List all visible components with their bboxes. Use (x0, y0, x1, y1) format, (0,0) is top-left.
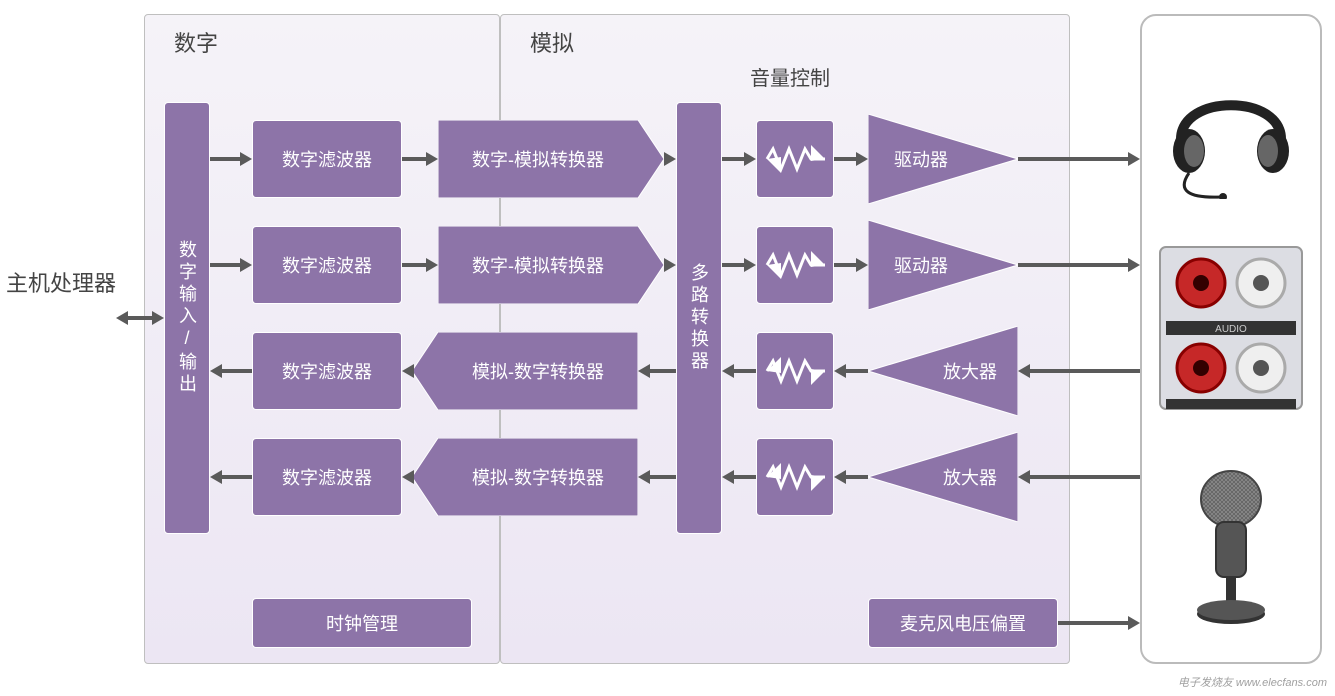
volume-3 (756, 332, 834, 410)
digital-filter-1: 数字滤波器 (252, 120, 402, 198)
converter-1: 数字-模拟转换器 (438, 120, 638, 198)
driver-1: 驱动器 (876, 114, 966, 204)
rca-connectors-icon: AUDIO (1152, 228, 1310, 428)
digital-filter-2: 数字滤波器 (252, 226, 402, 304)
mic-bias-block: 麦克风电压偏置 (868, 598, 1058, 648)
converter-4: 模拟-数字转换器 (438, 438, 638, 516)
host-processor-label: 主机处理器 (6, 266, 116, 298)
svg-text:AUDIO: AUDIO (1215, 324, 1247, 335)
digital-filter-4: 数字滤波器 (252, 438, 402, 516)
converter-2: 数字-模拟转换器 (438, 226, 638, 304)
digital-io-block: 数字输入/输出 (164, 102, 210, 534)
driver-2: 驱动器 (876, 220, 966, 310)
watermark: 电子发烧友 www.elecfans.com (1178, 674, 1327, 690)
volume-2 (756, 226, 834, 304)
digital-region-label: 数字 (174, 26, 218, 58)
analog-region-label: 模拟 (530, 26, 574, 58)
headphones-icon (1152, 44, 1310, 214)
mux-block: 多路转换器 (676, 102, 722, 534)
amplifier-3: 放大器 (925, 326, 1015, 416)
digital-filter-3: 数字滤波器 (252, 332, 402, 410)
converter-3: 模拟-数字转换器 (438, 332, 638, 410)
amplifier-4: 放大器 (925, 432, 1015, 522)
volume-1 (756, 120, 834, 198)
volume-4 (756, 438, 834, 516)
clock-management-block: 时钟管理 (252, 598, 472, 648)
volume-control-label: 音量控制 (750, 62, 830, 91)
microphone-icon (1152, 454, 1310, 644)
